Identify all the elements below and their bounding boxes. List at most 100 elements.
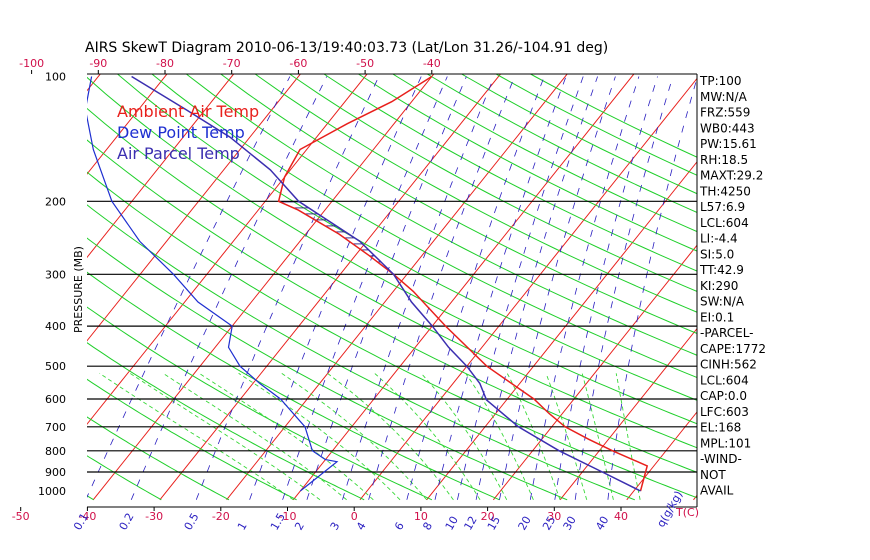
pressure-tick-label: 700 xyxy=(45,421,66,434)
mixing-ratio-tick-label: 6 xyxy=(392,520,407,533)
mixing-ratio-line xyxy=(282,76,448,500)
dry-adiabat-line xyxy=(220,74,697,334)
moist-adiabat-line xyxy=(465,373,534,500)
dry-adiabat-line xyxy=(87,76,697,425)
index-label: AVAIL xyxy=(700,484,734,498)
series-dew-point-temp xyxy=(87,76,339,492)
top-temp-tick-label: -60 xyxy=(289,57,307,70)
bottom-temp-tick-label: 40 xyxy=(614,510,628,523)
dry-adiabat-line xyxy=(529,74,697,158)
moist-adiabat-line xyxy=(615,373,641,500)
dry-adiabat-line xyxy=(87,107,697,449)
mixing-ratio-tick-label: 10 xyxy=(443,514,461,533)
index-label: LCL:604 xyxy=(700,373,749,387)
index-label: LI:-4.4 xyxy=(700,232,738,246)
dry-adiabat-line xyxy=(288,74,697,292)
mixing-ratio-line xyxy=(130,76,328,500)
moist-adiabat-line xyxy=(198,372,374,501)
isotherm-line xyxy=(226,74,568,501)
moist-adiabat-line xyxy=(545,373,588,500)
bottom-temp-tick-label: 0 xyxy=(351,510,358,523)
isotherm-line xyxy=(559,327,697,501)
index-label: TT:42.9 xyxy=(699,263,744,277)
moist-adiabat-line xyxy=(374,372,481,501)
pressure-tick-label: 100 xyxy=(45,71,66,84)
mixing-ratio-tick-label: 3 xyxy=(328,520,343,533)
mixing-ratio-line xyxy=(607,76,697,500)
index-label: PW:15.61 xyxy=(700,137,757,151)
mixing-ratio-tick-label: 0.2 xyxy=(117,511,137,533)
index-label: NOT xyxy=(700,468,726,482)
mixing-ratio-line xyxy=(249,76,422,500)
legend-entry: Air Parcel Temp xyxy=(117,144,240,163)
index-label: LCL:604 xyxy=(700,216,749,230)
mixing-ratio-line xyxy=(457,76,584,500)
legend: Ambient Air Temp Dew Point Temp Air Parcel… xyxy=(117,102,259,163)
moist-adiabat-line xyxy=(129,372,321,501)
mixing-ratio-tick-label: 20 xyxy=(516,514,534,533)
dry-adiabat-line xyxy=(87,342,365,501)
index-label: SW:N/A xyxy=(700,295,745,309)
x-axis-label: T(C) xyxy=(675,506,699,519)
moist-adiabat-line xyxy=(420,372,508,500)
top-temp-tick-label: -50 xyxy=(356,57,374,70)
index-label: MPL:101 xyxy=(700,436,751,450)
pressure-tick-label: 900 xyxy=(45,466,66,479)
mixing-ratio-line xyxy=(475,76,598,500)
pressure-tick-label: 1000 xyxy=(38,485,66,498)
pressure-tick-label: 200 xyxy=(45,195,66,208)
mixing-ratio-line xyxy=(434,76,567,500)
top-temp-tick-label: -70 xyxy=(223,57,241,70)
moist-adiabat-line xyxy=(99,372,294,501)
isotherm-line xyxy=(760,58,870,500)
dry-adiabat-line xyxy=(426,74,697,214)
dry-adiabat-line xyxy=(357,74,697,252)
top-temp-tick-label: -90 xyxy=(89,57,107,70)
series-ambient-air-temp xyxy=(277,75,649,492)
dry-adiabat-line xyxy=(87,306,433,501)
index-label: CAPE:1772 xyxy=(700,342,766,356)
bottom-temp-tick-label: 30 xyxy=(547,510,561,523)
bottom-temp-tick-label: -50 xyxy=(12,510,30,523)
cape-area xyxy=(280,201,394,275)
moist-adiabat-line xyxy=(162,372,347,501)
moist-adiabat-line xyxy=(238,372,401,501)
isotherm-line xyxy=(92,74,435,501)
index-label: LFC:603 xyxy=(700,405,749,419)
index-label: TP:100 xyxy=(699,74,742,88)
series-lines xyxy=(87,75,649,492)
dry-adiabat-line xyxy=(87,139,697,473)
index-label: CINH:562 xyxy=(700,358,757,372)
dry-adiabat-line xyxy=(151,74,697,379)
index-label: MAXT:29.2 xyxy=(700,169,763,183)
isobar-lines: 100 200 300 400 500 600 700 800 900 1000 xyxy=(38,71,697,498)
index-label: FRZ:559 xyxy=(700,106,750,120)
y-axis-label: PRESSURE (MB) xyxy=(72,246,85,333)
top-temp-tick-label: -40 xyxy=(423,57,441,70)
index-label: CAP:0.0 xyxy=(700,389,747,403)
mixing-ratio-line xyxy=(342,76,495,500)
moist-adiabat-line xyxy=(327,372,454,501)
moist-adiabat-line xyxy=(506,373,561,500)
mixing-ratio-line xyxy=(406,76,545,500)
mixing-ratio-line xyxy=(529,76,640,500)
index-label: EL:168 xyxy=(700,421,741,435)
chart-title: AIRS SkewT Diagram 2010-06-13/19:40:03.7… xyxy=(85,40,608,56)
bottom-temp-tick-label: -20 xyxy=(212,510,230,523)
pressure-tick-label: 500 xyxy=(45,360,66,373)
dry-adiabat-line xyxy=(87,271,500,501)
mixing-ratio-line xyxy=(554,76,658,500)
mixing-ratio-line xyxy=(574,76,674,500)
isotherm-line xyxy=(87,74,302,342)
index-label: TH:4250 xyxy=(699,184,751,198)
legend-entry: Ambient Air Temp xyxy=(117,102,259,121)
dry-adiabat-line xyxy=(0,58,26,500)
mixing-ratio-tick-label: 15 xyxy=(485,514,503,533)
bottom-temp-tick-label: -30 xyxy=(145,510,163,523)
dry-adiabat-line xyxy=(254,74,697,313)
mixing-ratio-tick-label: 30 xyxy=(561,514,579,533)
index-label: KI:290 xyxy=(700,279,738,293)
isotherm-line xyxy=(87,74,168,175)
isotherm-line xyxy=(426,161,697,501)
